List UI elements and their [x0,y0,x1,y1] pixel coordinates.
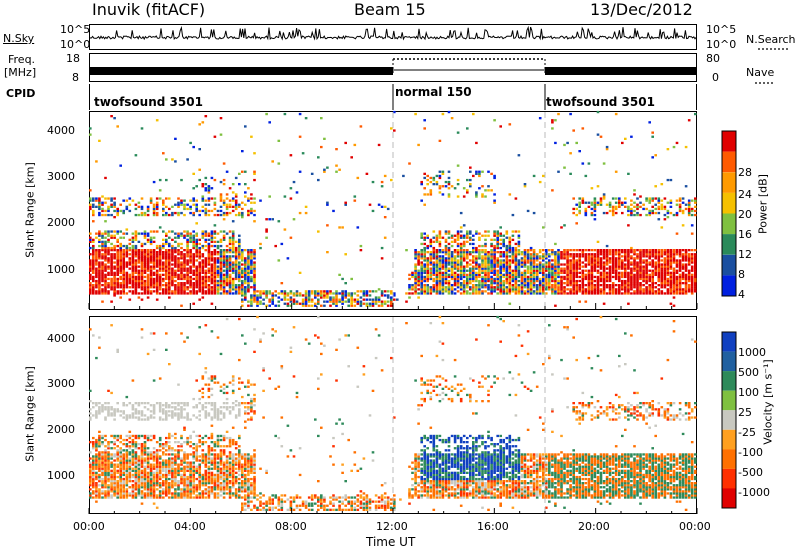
velocity-colorbar-swatch-3 [722,390,736,411]
vel-cb-tick-25: 25 [738,406,752,419]
velocity-colorbar-swatch-2 [722,371,736,391]
velocity-colorbar-swatch-0 [722,332,736,352]
power-ytick-4000: 4000 [47,124,75,137]
date-title: 13/Dec/2012 [590,0,693,19]
velocity-ytick-2000: 2000 [47,423,75,436]
power-cb-tick-4: 4 [738,288,745,301]
xtick-6: 00:00 [679,520,711,533]
power-ytick-1000: 1000 [47,263,75,276]
velocity-ytick-1000: 1000 [47,469,75,482]
velocity-colorbar-swatch-5 [722,429,736,450]
noise-left-tick-top: 10^5 [60,23,91,36]
velocity-heatmap-cells [89,315,697,511]
noise-right-tick-bottom: 10^0 [706,38,737,51]
noise-right-tick-top: 10^5 [706,23,737,36]
freq-label: Freq. [8,53,36,66]
vel-cb-tick-500: 500 [738,366,759,379]
noise-left-tick-bottom: 10^0 [60,38,91,51]
freq-band-1 [89,67,393,75]
velocity-colorbar-swatch-8 [722,488,736,508]
velocity-colorbar-swatch-4 [722,410,736,430]
xtick-4: 16:00 [477,520,509,533]
power-cb-tick-24: 24 [738,188,752,201]
power-colorbar-swatch-4 [722,213,736,235]
xtick-2: 08:00 [275,520,307,533]
freq-left-tick-top: 18 [66,52,80,65]
power-colorbar-swatch-1 [722,151,736,173]
freq-band-3 [545,67,697,75]
power-colorbar-swatch-0 [722,131,736,152]
freq-left-tick-bottom: 8 [72,71,79,84]
power-colorbar-swatch-5 [722,234,736,255]
vel-cb-tick-m100: -100 [738,446,763,459]
velocity-colorbar-frame [721,331,737,509]
velocity-ytick-4000: 4000 [47,332,75,345]
velocity-colorbar-swatch-6 [722,449,736,469]
freq-right-tick-top: 80 [706,52,720,65]
xtick-0: 00:00 [73,520,105,533]
vel-cb-tick-m500: -500 [738,466,763,479]
power-heatmap-cells [89,110,697,307]
noise-trace [88,25,697,41]
vel-cb-tick-100: 100 [738,386,759,399]
xtick-1: 04:00 [174,520,206,533]
cpid-segment-3: twofsound 3501 [546,95,655,109]
power-colorbar-frame [721,130,737,297]
power-colorbar-swatch-2 [722,172,736,193]
cpid-segment-1: twofsound 3501 [94,95,203,109]
beam-title: Beam 15 [354,0,426,19]
power-colorbar-swatch-7 [722,275,736,296]
xtick-3: 12:00 [376,520,408,533]
x-axis-label: Time UT [366,535,416,549]
power-ytick-2000: 2000 [47,216,75,229]
power-cb-tick-8: 8 [738,268,745,281]
power-cb-tick-16: 16 [738,228,752,241]
site-title: Inuvik (fitACF) [92,0,206,19]
vel-cb-tick-m1000: -1000 [738,486,770,499]
power-colorbar-swatch-3 [722,192,736,214]
power-cb-tick-12: 12 [738,248,752,261]
nsearch-label: N.Search [746,33,796,46]
power-colorbar-swatch-6 [722,254,736,276]
nave-label: Nave [746,66,775,79]
velocity-ytick-3000: 3000 [47,377,75,390]
velocity-colorbar-swatch-7 [722,468,736,489]
vel-cb-tick-1000: 1000 [738,346,766,359]
freq-right-tick-bottom: 0 [712,71,719,84]
power-cb-tick-20: 20 [738,208,752,221]
xtick-5: 20:00 [578,520,610,533]
power-cb-tick-28: 28 [738,166,752,179]
nsky-label: N.Sky [3,32,35,45]
vel-cb-tick-m25: -25 [738,426,756,439]
velocity-colorbar-swatch-1 [722,351,736,372]
cpid-label: CPID [6,87,36,100]
power-ytick-3000: 3000 [47,170,75,183]
cpid-segment-2: normal 150 [395,85,472,99]
mhz-label: [MHz] [4,66,37,79]
